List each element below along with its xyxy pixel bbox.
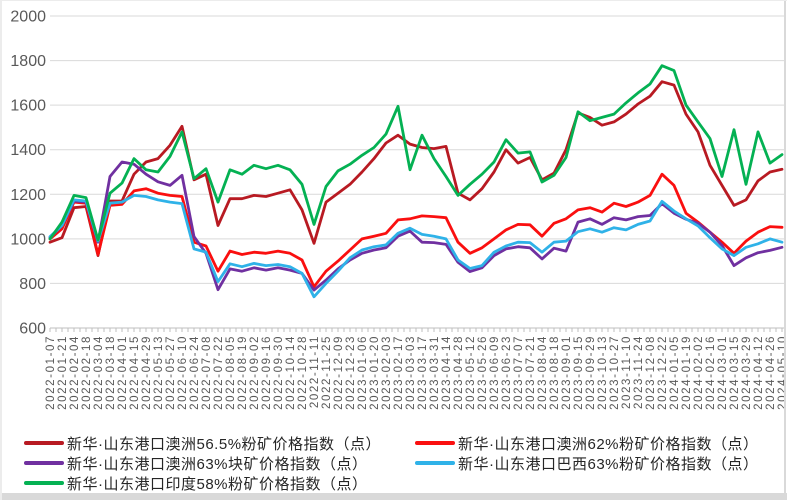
x-axis-date-label: 2023-06-23: [501, 335, 513, 410]
legend-line-marker: [24, 461, 64, 465]
x-axis-date-label: 2023-07-07: [513, 335, 525, 410]
x-axis-date-label: 2022-08-19: [237, 335, 249, 410]
x-axis-date-label: 2024-05-10: [777, 335, 787, 410]
legend-item: 新华·山东港口澳洲62%粉矿价格指数（点）: [415, 433, 774, 453]
x-axis-date-label: 2023-06-09: [489, 335, 501, 410]
x-axis-date-label: 2022-04-01: [117, 335, 129, 410]
x-axis-date-label: 2024-03-29: [741, 335, 753, 410]
x-axis-date-label: 2022-02-18: [81, 335, 93, 410]
x-axis-date-label: 2024-02-02: [693, 335, 705, 410]
x-axis-date-label: 2022-09-02: [249, 335, 261, 410]
x-axis-date-label: 2023-07-21: [525, 335, 537, 410]
y-axis-tick-label: 800: [19, 276, 46, 293]
x-axis-date-label: 2022-03-18: [105, 335, 117, 410]
x-axis-date-label: 2022-11-25: [321, 335, 333, 409]
x-axis-date-label: 2023-03-31: [429, 335, 441, 410]
legend-item: 新华·山东港口澳洲63%块矿价格指数（点）: [24, 453, 415, 473]
chart-legend: 新华·山东港口澳洲56.5%粉矿价格指数（点） 新华·山东港口澳洲62%粉矿价格指…: [24, 433, 774, 493]
legend-line-marker: [24, 441, 64, 445]
x-axis-date-label: 2023-09-29: [585, 335, 597, 410]
x-axis-date-label: 2024-02-16: [705, 335, 717, 410]
x-axis-date-label: 2023-05-26: [477, 335, 489, 410]
x-axis-date-label: 2022-12-09: [333, 335, 345, 410]
x-axis-date-label: 2022-09-30: [273, 335, 285, 410]
x-axis-date-label: 2022-05-13: [153, 335, 165, 410]
legend-item: 新华·山东港口澳洲56.5%粉矿价格指数（点）: [24, 433, 415, 453]
legend-line-marker: [415, 441, 455, 445]
x-axis-date-label: 2023-10-27: [609, 335, 621, 410]
x-axis-date-label: 2024-01-19: [681, 335, 693, 410]
x-axis-date-label: 2022-06-24: [189, 335, 201, 410]
x-axis-date-label: 2022-08-05: [225, 335, 237, 410]
x-axis-date-label: 2023-01-06: [357, 335, 369, 410]
x-axis-date-label: 2023-05-12: [465, 335, 477, 410]
x-axis-date-label: 2024-01-05: [669, 335, 681, 410]
series-line: [48, 193, 784, 299]
x-axis-date-label: 2022-01-07: [45, 335, 57, 410]
y-axis-tick-label: 1000: [10, 231, 46, 248]
x-axis-date-label: 2023-09-01: [561, 335, 573, 410]
x-axis-date-label: 2023-04-28: [453, 335, 465, 410]
x-axis-date-label: 2023-03-17: [417, 335, 429, 410]
y-axis-tick-label: 600: [19, 321, 46, 338]
x-axis-date-label: 2024-04-12: [753, 335, 765, 410]
legend-series-label: 新华·山东港口澳洲56.5%粉矿价格指数（点）: [67, 435, 382, 453]
x-axis-date-label: 2023-12-08: [645, 335, 657, 410]
x-axis-date-label: 2022-09-16: [261, 335, 273, 410]
x-axis-date-label: 2023-10-13: [597, 335, 609, 410]
series-line: [48, 80, 784, 258]
x-axis-date-label: 2022-07-08: [201, 335, 213, 410]
legend-series-label: 新华·山东港口澳洲62%粉矿价格指数（点）: [458, 435, 759, 453]
x-axis-date-label: 2022-02-04: [69, 335, 81, 410]
window-bottom-bar: [2, 493, 787, 500]
x-axis-date-label: 2023-08-04: [537, 335, 549, 410]
legend-item: 新华·山东港口巴西63%粉矿价格指数（点）: [415, 453, 774, 473]
x-axis-date-label: 2023-11-24: [633, 335, 645, 409]
x-axis-date-label: 2022-12-23: [345, 335, 357, 410]
x-axis-date-label: 2022-01-21: [57, 335, 69, 410]
x-axis-date-label: 2023-09-15: [573, 335, 585, 410]
series-line: [48, 64, 784, 242]
y-axis-tick-label: 1600: [10, 98, 46, 115]
price-index-line-chart: 600 800 1000 1200 1400 1600 1800 2000 2022-01-07…: [10, 9, 787, 410]
x-axis-date-label: 2023-03-03: [405, 335, 417, 410]
y-axis-tick-label: 1800: [10, 53, 46, 70]
y-axis-tick-label: 1200: [10, 187, 46, 204]
x-axis-date-label: 2024-04-26: [765, 335, 777, 410]
x-axis-date-label: 2022-05-27: [165, 335, 177, 410]
x-axis-date-label: 2023-04-14: [441, 335, 453, 410]
x-axis-date-label: 2023-12-22: [657, 335, 669, 410]
x-axis-date-label: 2022-04-15: [129, 335, 141, 410]
y-axis-tick-label: 2000: [10, 9, 46, 26]
x-axis-date-label: 2024-03-15: [729, 335, 741, 410]
window-right-edge: [784, 1, 786, 494]
x-axis-date-label: 2023-11-10: [621, 335, 633, 409]
legend-series-label: 新华·山东港口印度58%粉矿价格指数（点）: [67, 475, 368, 493]
x-axis-date-label: 2023-02-17: [393, 335, 405, 410]
y-axis-tick-label: 1400: [10, 142, 46, 159]
x-axis-date-label: 2022-06-10: [177, 335, 189, 410]
x-axis-date-label: 2023-08-18: [549, 335, 561, 410]
x-axis-date-label: 2023-02-03: [381, 335, 393, 410]
x-axis-date-label: 2022-11-11: [309, 335, 321, 408]
series-line: [48, 160, 784, 292]
x-axis-date-label: 2022-04-29: [141, 335, 153, 410]
x-axis-date-label: 2022-07-22: [213, 335, 225, 410]
legend-item: 新华·山东港口印度58%粉矿价格指数（点）: [24, 473, 415, 493]
series-line: [48, 172, 784, 289]
x-axis-date-label: 2022-03-04: [93, 335, 105, 410]
legend-line-marker: [24, 481, 64, 485]
legend-line-marker: [415, 461, 455, 465]
x-axis-date-label: 2023-01-20: [369, 335, 381, 410]
x-axis-date-label: 2024-03-01: [717, 335, 729, 410]
x-axis-date-label: 2022-10-14: [285, 335, 297, 410]
legend-series-label: 新华·山东港口巴西63%粉矿价格指数（点）: [458, 455, 759, 473]
x-axis-date-label: 2022-10-28: [297, 335, 309, 410]
legend-series-label: 新华·山东港口澳洲63%块矿价格指数（点）: [67, 455, 368, 473]
